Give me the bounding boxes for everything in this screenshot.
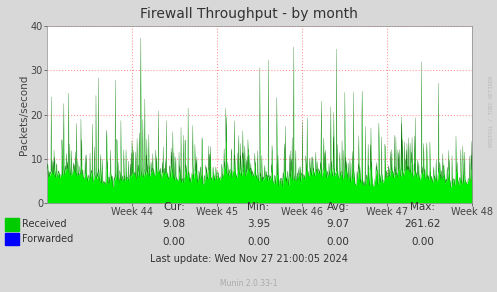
Y-axis label: Packets/second: Packets/second xyxy=(19,74,29,155)
Text: 0.00: 0.00 xyxy=(327,237,349,247)
Text: 9.08: 9.08 xyxy=(163,219,185,229)
Text: 0.00: 0.00 xyxy=(411,237,434,247)
Text: RRDTOOL / TOBI OETIKER: RRDTOOL / TOBI OETIKER xyxy=(488,75,493,147)
Text: 9.07: 9.07 xyxy=(327,219,349,229)
Text: Min:: Min: xyxy=(248,202,269,212)
Text: 261.62: 261.62 xyxy=(404,219,441,229)
Text: Munin 2.0.33-1: Munin 2.0.33-1 xyxy=(220,279,277,288)
Text: 0.00: 0.00 xyxy=(247,237,270,247)
Text: 3.95: 3.95 xyxy=(247,219,270,229)
Text: 0.00: 0.00 xyxy=(163,237,185,247)
Text: Received: Received xyxy=(22,219,67,229)
Text: Last update: Wed Nov 27 21:00:05 2024: Last update: Wed Nov 27 21:00:05 2024 xyxy=(150,254,347,264)
Text: Max:: Max: xyxy=(410,202,435,212)
Text: Firewall Throughput - by month: Firewall Throughput - by month xyxy=(140,7,357,21)
Text: Avg:: Avg: xyxy=(327,202,349,212)
Text: Cur:: Cur: xyxy=(163,202,185,212)
Text: Forwarded: Forwarded xyxy=(22,234,74,244)
